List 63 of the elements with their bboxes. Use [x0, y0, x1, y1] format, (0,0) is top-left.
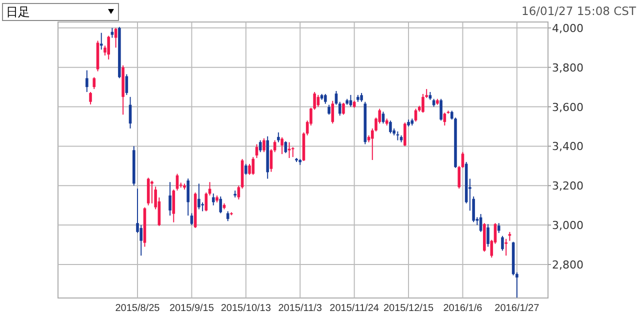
candlestick: [186, 178, 190, 216]
candlestick: [273, 140, 276, 153]
xtick: 2015/8/25: [115, 303, 160, 314]
xtick: 2015/10/13: [220, 303, 271, 314]
candlestick: [497, 222, 500, 234]
candlestick: [262, 138, 266, 153]
xtick: 2016/1/27: [494, 303, 540, 314]
xtick: 2015/11/24: [330, 303, 379, 314]
ytick: 3,600: [552, 100, 584, 114]
candlestick: [237, 185, 240, 200]
candlestick: [486, 224, 490, 248]
candlestick: [404, 122, 406, 147]
xtick: 2016/1/6: [443, 303, 482, 314]
candlestick: [219, 196, 222, 214]
candlestick: [107, 35, 110, 60]
candlestick: [277, 132, 280, 143]
candlestick: [331, 100, 334, 124]
candlestick: [114, 27, 118, 48]
candlestick: [280, 136, 284, 155]
text: 16/01/27 15:08 CST: [522, 4, 637, 18]
ytick: 2,800: [552, 258, 584, 272]
candlestick: [389, 120, 392, 134]
candlestick: [150, 180, 154, 204]
candlestick: [382, 111, 385, 124]
candlestick: [422, 93, 424, 114]
candlestick: [338, 101, 342, 116]
candlestick: [479, 214, 482, 232]
dropdown: 日足: [2, 3, 119, 21]
candlestick: [86, 70, 88, 92]
ytick: 3,400: [552, 140, 584, 154]
candlestick: [172, 189, 176, 223]
candlestick: [100, 32, 103, 50]
xtick: 2015/11/3: [278, 303, 322, 314]
candlestick: [212, 193, 215, 206]
ytick: 3,200: [552, 180, 584, 193]
candlestick: [252, 156, 255, 176]
candlestick: [226, 210, 230, 222]
candlestick: [89, 91, 92, 105]
candlestick: [168, 182, 172, 216]
candlestick: [443, 112, 446, 126]
candlestick: [248, 163, 251, 176]
candlestick: [198, 183, 200, 210]
candlestick: [328, 104, 330, 116]
xtick: 2015/9/15: [169, 303, 214, 314]
candlestick: [92, 76, 96, 90]
candlestick: [504, 238, 508, 256]
ytick: 3,000: [552, 219, 584, 232]
candlestick: [244, 163, 248, 176]
xtick: 2015/12/15: [383, 303, 434, 314]
candlestick: [342, 102, 345, 116]
candlestick: [501, 235, 504, 252]
candlestick: [291, 146, 294, 158]
candlestick: [204, 192, 208, 212]
candlestick: [110, 27, 114, 38]
candlestick: [324, 93, 327, 104]
candlestick: [440, 98, 442, 122]
ytick: 3,800: [552, 61, 584, 74]
candlestick: [125, 74, 128, 96]
candlestick: [258, 140, 262, 153]
candlestick: [190, 212, 194, 226]
ytick: 4,000: [552, 22, 584, 35]
candlestick: [396, 130, 400, 141]
candlestick: [176, 173, 179, 192]
